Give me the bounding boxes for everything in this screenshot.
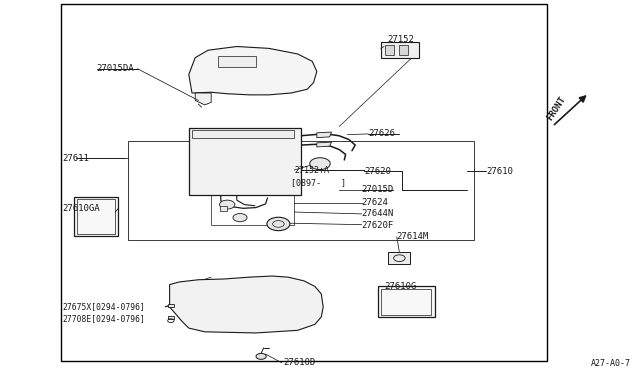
Text: 27620F: 27620F <box>362 221 394 230</box>
Polygon shape <box>317 142 332 147</box>
Bar <box>378 286 435 317</box>
Text: 27015DA: 27015DA <box>96 64 134 73</box>
Bar <box>61 4 547 361</box>
Circle shape <box>267 217 290 231</box>
Text: FRONT: FRONT <box>545 94 568 122</box>
Text: 27644N: 27644N <box>362 209 394 218</box>
Text: 27015D: 27015D <box>362 185 394 194</box>
Circle shape <box>233 214 247 222</box>
Text: 27620: 27620 <box>365 167 392 176</box>
Text: 27152+A: 27152+A <box>294 166 330 174</box>
Text: 27152: 27152 <box>387 35 414 44</box>
Bar <box>381 42 419 58</box>
Circle shape <box>310 158 330 170</box>
Bar <box>385 45 394 55</box>
Polygon shape <box>170 276 323 333</box>
Bar <box>77 199 115 234</box>
Polygon shape <box>189 46 317 95</box>
Polygon shape <box>168 304 174 307</box>
Polygon shape <box>195 93 211 105</box>
Polygon shape <box>317 132 332 138</box>
Polygon shape <box>220 206 227 211</box>
Circle shape <box>220 200 235 209</box>
Text: 27675X[0294-0796]: 27675X[0294-0796] <box>63 302 145 311</box>
Bar <box>189 128 301 195</box>
Text: 27626: 27626 <box>368 129 395 138</box>
Bar <box>74 197 118 236</box>
Bar <box>192 130 294 138</box>
Text: 27610: 27610 <box>486 167 513 176</box>
Polygon shape <box>168 316 174 319</box>
Bar <box>211 195 294 225</box>
Text: [0897-    ]: [0897- ] <box>291 178 346 187</box>
Text: 27708E[0294-0796]: 27708E[0294-0796] <box>63 314 145 323</box>
Bar <box>218 56 256 67</box>
Text: 27614M: 27614M <box>397 232 429 241</box>
Bar <box>399 45 408 55</box>
Bar <box>128 141 474 240</box>
Text: 27611: 27611 <box>63 154 90 163</box>
Text: 27624: 27624 <box>362 198 388 207</box>
Bar <box>381 289 431 315</box>
Text: A27-A0-7: A27-A0-7 <box>590 359 630 368</box>
Text: 27610G: 27610G <box>384 282 416 291</box>
Circle shape <box>256 353 266 359</box>
Text: 27610D: 27610D <box>283 358 315 367</box>
Bar <box>388 252 410 264</box>
Text: 27610GA: 27610GA <box>63 204 100 213</box>
